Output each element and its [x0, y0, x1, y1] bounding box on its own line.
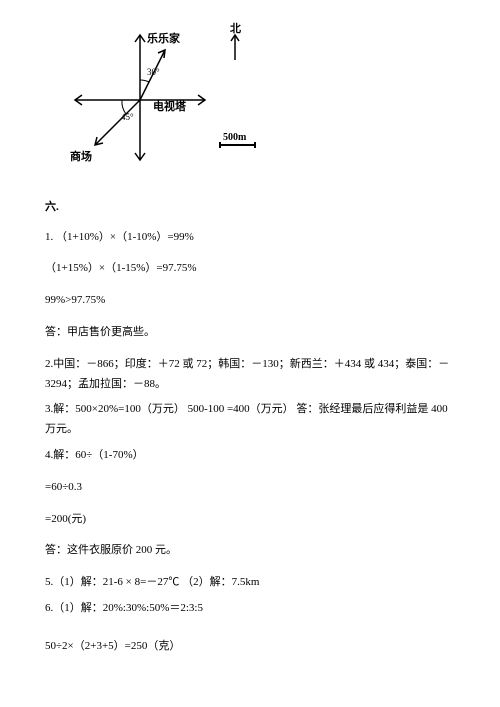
- q1-line2: （1+15%）×（1-15%）=97.75%: [45, 259, 455, 279]
- q4-answer: 答：这件衣服原价 200 元。: [45, 541, 455, 561]
- section-six-title: 六.: [45, 198, 455, 218]
- q1-line3: 99%>97.75%: [45, 291, 455, 311]
- svg-text:45°: 45°: [121, 112, 134, 122]
- svg-text:500m: 500m: [223, 132, 247, 143]
- q1-answer: 答：甲店售价更高些。: [45, 323, 455, 343]
- svg-text:北: 北: [230, 21, 241, 35]
- q4-line1: 4.解：60÷（1-70%）: [45, 446, 455, 466]
- q3-text: 3.解：500×20%=100（万元） 500-100 =400（万元） 答：张…: [45, 400, 455, 440]
- q6-line1: 6.（1）解：20%:30%:50%＝2:3:5: [45, 599, 455, 619]
- svg-text:商场: 商场: [70, 149, 92, 163]
- svg-text:乐乐家: 乐乐家: [147, 31, 181, 45]
- q2-text: 2.中国：－866；印度：＋72 或 72；韩国：－130；新西兰：＋434 或…: [45, 355, 455, 395]
- svg-text:电视塔: 电视塔: [153, 99, 187, 113]
- q4-line3: =200(元): [45, 510, 455, 530]
- diagram-svg: 北 乐乐家 30° 电视塔 45° 商场 500m: [65, 20, 265, 170]
- q5-text: 5.（1）解：21-6 × 8=－27℃ （2）解：7.5km: [45, 573, 455, 593]
- q4-line2: =60÷0.3: [45, 478, 455, 498]
- svg-text:30°: 30°: [147, 67, 160, 77]
- q1-line1: 1. （1+10%）×（1-10%）=99%: [45, 228, 455, 248]
- compass-diagram: 北 乐乐家 30° 电视塔 45° 商场 500m: [65, 20, 455, 178]
- q6-line2: 50÷2×（2+3+5）=250（克）: [45, 637, 455, 657]
